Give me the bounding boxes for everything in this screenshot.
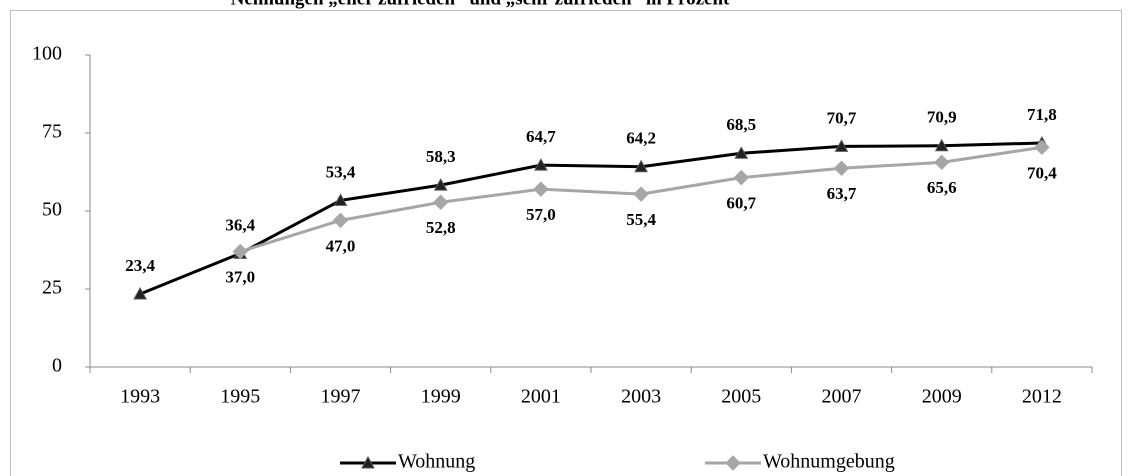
data-label: 53,4 [326,162,356,181]
x-tick-label: 1999 [421,386,461,408]
data-label: 70,9 [927,108,957,127]
data-point [534,158,548,171]
x-tick-label: 2012 [1022,386,1062,408]
chart-title: Nennungen „eher zufrieden“ und „sehr zuf… [231,0,730,9]
y-tick-label: 0 [52,355,62,377]
legend-marker [725,455,741,471]
x-tick-label: 1993 [120,386,160,408]
data-label: 70,4 [1027,163,1057,182]
data-label: 47,0 [326,236,356,255]
data-point [833,160,850,176]
data-point [634,159,648,173]
x-tick-label: 2005 [721,386,761,408]
y-tick-label: 50 [42,199,62,221]
data-point [1034,139,1050,156]
series-line [139,141,1042,296]
data-point [333,193,348,206]
data-label: 71,8 [1027,105,1057,124]
data-label: 64,7 [526,127,556,146]
data-label: 57,0 [526,205,556,224]
x-tick-label: 2007 [822,386,862,408]
data-point [933,154,950,171]
data-point [432,194,449,210]
data-point [332,212,349,229]
y-tick-label: 25 [42,277,62,299]
legend-label: Wohnumgebung [763,451,895,473]
y-tick-label: 75 [42,121,62,143]
x-tick-label: 1997 [321,386,361,408]
data-label: 37,0 [225,267,255,286]
y-tick-label: 100 [32,43,62,65]
data-label: 52,8 [426,218,456,237]
legend-label: Wohnung [398,451,475,473]
data-point [834,139,849,152]
data-label: 36,4 [225,215,255,234]
data-point [934,138,949,152]
data-label: 70,7 [827,108,857,127]
data-point [433,178,448,191]
data-point [734,146,749,159]
chart-frame [10,10,1122,476]
data-point [733,169,750,186]
data-label: 68,5 [726,115,756,134]
x-tick-label: 2001 [521,386,561,408]
data-label: 60,7 [726,194,756,213]
data-label: 58,3 [426,147,456,166]
data-label: 64,2 [626,129,656,148]
data-point [533,181,549,197]
data-label: 63,7 [827,184,857,203]
x-tick-label: 2009 [922,386,962,408]
data-label: 55,4 [626,210,656,229]
data-label: 65,6 [927,178,957,197]
data-label: 23,4 [125,256,155,275]
data-point [133,286,147,300]
legend-marker [361,455,375,469]
data-point [232,243,249,260]
x-tick-label: 2003 [621,386,661,408]
data-point [633,186,649,202]
x-tick-label: 1995 [220,386,260,408]
